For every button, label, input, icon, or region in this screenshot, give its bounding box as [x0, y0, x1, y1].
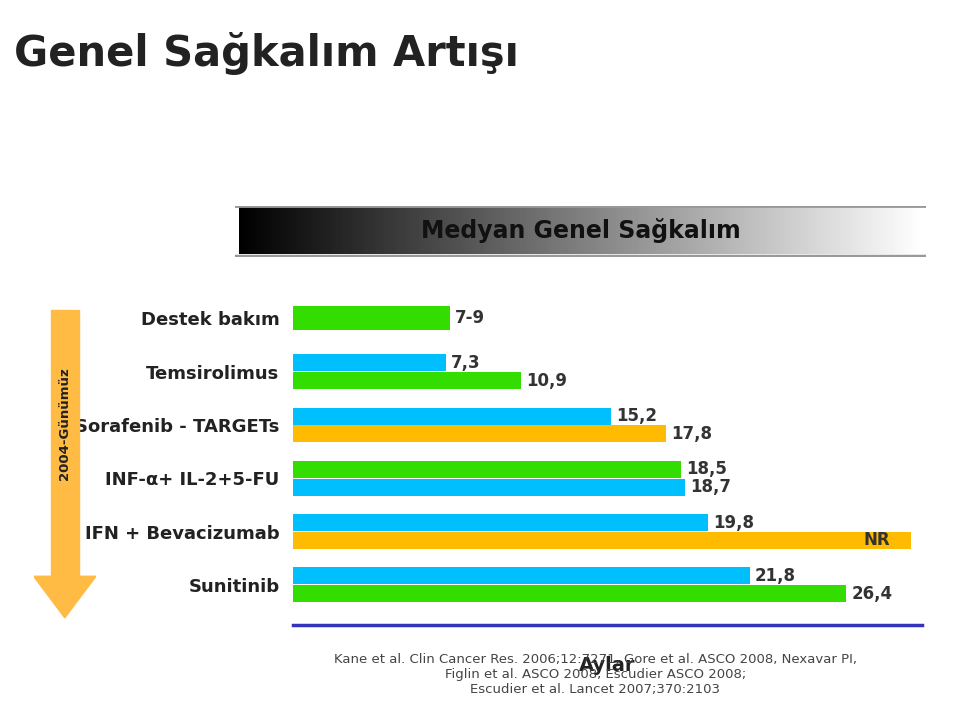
- Text: 10,9: 10,9: [526, 371, 567, 390]
- Text: 2004-Günümüz: 2004-Günümüz: [59, 368, 71, 481]
- Text: 18,5: 18,5: [685, 461, 727, 478]
- Text: 15,2: 15,2: [616, 407, 658, 425]
- Text: 7-9: 7-9: [455, 309, 486, 328]
- Text: Kane et al. Clin Cancer Res. 2006;12:7271, Gore et al. ASCO 2008, Nexavar PI,
Fi: Kane et al. Clin Cancer Res. 2006;12:727…: [334, 653, 856, 696]
- Bar: [293, 426, 666, 443]
- Text: 18,7: 18,7: [690, 478, 731, 496]
- Text: 7,3: 7,3: [451, 354, 481, 372]
- Bar: [293, 514, 708, 531]
- Text: Genel Sağkalım Artışı: Genel Sağkalım Artışı: [14, 32, 519, 75]
- Text: 21,8: 21,8: [755, 567, 796, 585]
- Bar: [293, 532, 911, 549]
- Bar: [293, 568, 750, 585]
- Bar: [293, 461, 681, 478]
- Bar: [51, 310, 79, 576]
- Text: NR: NR: [864, 531, 891, 549]
- Bar: [293, 306, 450, 331]
- Bar: [293, 478, 684, 496]
- Bar: [293, 372, 521, 389]
- Text: Medyan Genel Sağkalım: Medyan Genel Sağkalım: [420, 218, 741, 243]
- Text: 17,8: 17,8: [671, 425, 712, 443]
- Bar: [293, 408, 612, 425]
- Polygon shape: [34, 576, 96, 618]
- Text: Aylar: Aylar: [579, 656, 636, 675]
- Text: 19,8: 19,8: [713, 513, 754, 532]
- Bar: [293, 354, 445, 371]
- Bar: [293, 585, 846, 602]
- Text: 26,4: 26,4: [852, 585, 893, 603]
